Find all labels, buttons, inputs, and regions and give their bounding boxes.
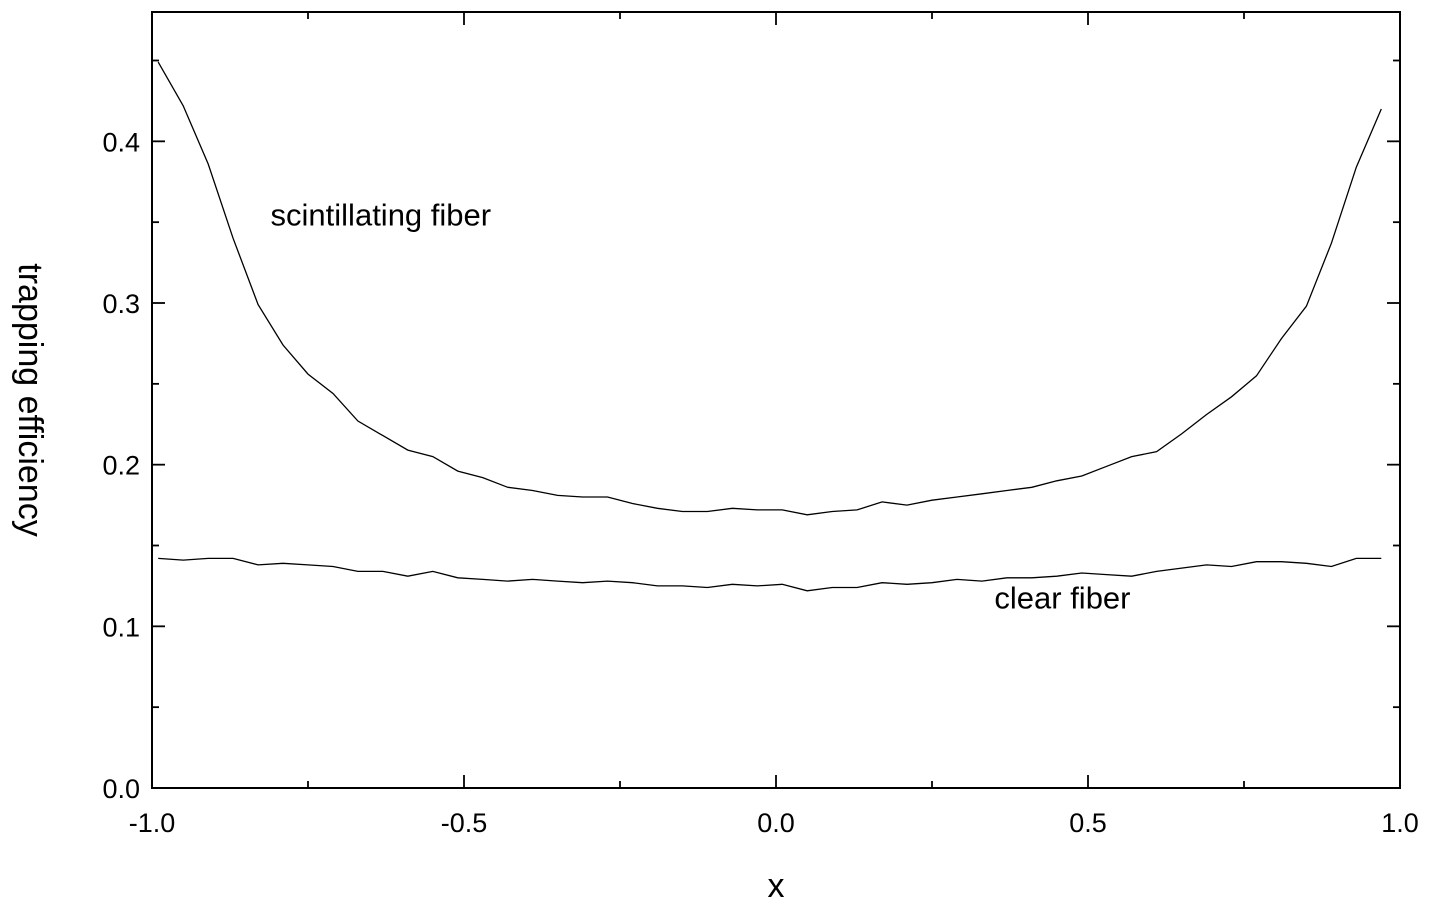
y-tick-label: 0.4	[102, 127, 140, 157]
x-axis-label: x	[768, 867, 785, 905]
y-tick-label: 0.1	[102, 612, 140, 642]
annotations: scintillating fiber clear fiber	[271, 197, 1131, 615]
y-axis-label: trapping efficiency	[11, 263, 49, 536]
x-tick-label: 0.0	[757, 808, 795, 838]
x-tick-label: -0.5	[441, 808, 488, 838]
y-tick-label: 0.2	[102, 451, 140, 481]
y-tick-label: 0.0	[102, 774, 140, 804]
series-line-1	[157, 61, 1382, 516]
x-axis-ticks: -1.0 -0.5 0.0 0.5 1.0	[129, 12, 1419, 838]
series-lines	[157, 61, 1382, 592]
y-axis-ticks: 0.0 0.1 0.2 0.3 0.4	[102, 59, 1400, 804]
y-tick-label: 0.3	[102, 289, 140, 319]
series-annotation: scintillating fiber	[271, 197, 492, 232]
series-line-2	[158, 557, 1382, 592]
x-tick-label: 0.5	[1069, 808, 1107, 838]
x-tick-label: -1.0	[129, 808, 176, 838]
x-tick-label: 1.0	[1381, 808, 1419, 838]
series-annotation: clear fiber	[994, 581, 1130, 616]
